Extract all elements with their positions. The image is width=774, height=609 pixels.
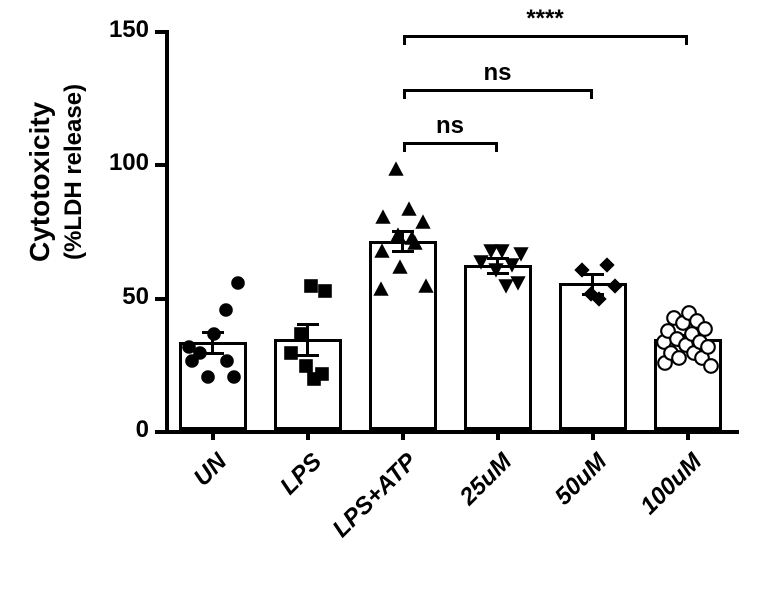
data-point — [509, 275, 526, 292]
significance-label: **** — [526, 5, 563, 33]
x-axis — [165, 430, 739, 434]
significance-bar — [403, 35, 688, 38]
y-tick-label: 50 — [122, 283, 149, 311]
data-point — [702, 358, 719, 375]
x-tick — [686, 430, 690, 440]
data-point — [591, 291, 608, 308]
data-point — [488, 262, 505, 279]
data-point — [417, 278, 434, 295]
data-point — [205, 326, 222, 343]
data-point — [406, 235, 423, 252]
significance-drop — [403, 89, 406, 99]
data-point — [375, 208, 392, 225]
data-point — [218, 302, 235, 319]
cytotoxicity-chart: 050100150Cytotoxicity(%LDH release)UNLPS… — [0, 0, 774, 569]
data-point — [391, 259, 408, 276]
data-point — [181, 339, 198, 356]
y-tick-label: 150 — [109, 16, 149, 44]
data-point — [292, 326, 309, 343]
data-point — [282, 344, 299, 361]
data-point — [697, 320, 714, 337]
x-tick — [401, 430, 405, 440]
data-point — [298, 358, 315, 375]
data-point — [599, 256, 616, 273]
data-point — [513, 246, 530, 263]
significance-label: ns — [483, 59, 511, 87]
data-point — [699, 339, 716, 356]
y-tick-label: 100 — [109, 149, 149, 177]
data-point — [374, 243, 391, 260]
y-tick — [155, 30, 165, 34]
data-point — [314, 366, 331, 383]
y-tick — [155, 163, 165, 167]
data-point — [372, 280, 389, 297]
y-axis-title-line1: Cytotoxicity — [24, 202, 56, 262]
significance-drop — [403, 35, 406, 45]
x-tick — [591, 430, 595, 440]
data-point — [200, 368, 217, 385]
data-point — [316, 283, 333, 300]
y-axis — [165, 30, 169, 434]
y-tick — [155, 297, 165, 301]
y-axis-title-line2: (%LDH release) — [60, 200, 88, 260]
data-point — [226, 368, 243, 385]
significance-bar — [403, 89, 593, 92]
data-point — [574, 262, 591, 279]
data-point — [414, 214, 431, 231]
data-point — [230, 275, 247, 292]
y-tick — [155, 430, 165, 434]
significance-drop — [495, 142, 498, 152]
significance-drop — [403, 142, 406, 152]
significance-bar — [403, 142, 498, 145]
y-tick-label: 0 — [136, 416, 149, 444]
significance-drop — [685, 35, 688, 45]
x-tick — [211, 430, 215, 440]
data-point — [219, 352, 236, 369]
significance-drop — [590, 89, 593, 99]
x-tick — [306, 430, 310, 440]
data-point — [387, 160, 404, 177]
data-point — [606, 278, 623, 295]
x-tick — [496, 430, 500, 440]
significance-label: ns — [436, 112, 464, 140]
